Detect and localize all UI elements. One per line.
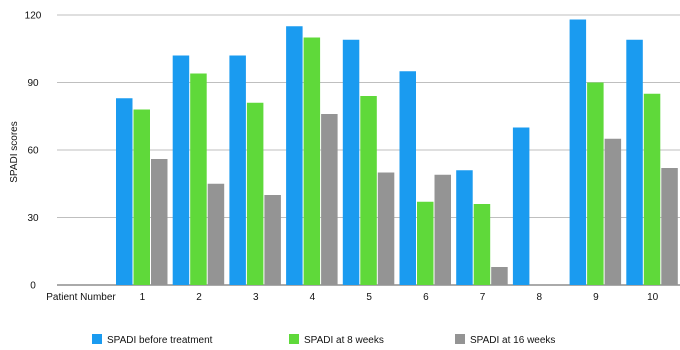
bar bbox=[626, 39, 643, 285]
x-tick-label: 5 bbox=[366, 292, 372, 303]
bar bbox=[133, 109, 150, 285]
y-axis: 0 30 60 90 120 bbox=[25, 11, 42, 292]
bar bbox=[303, 37, 321, 285]
x-tick-label: 7 bbox=[480, 292, 486, 303]
bar bbox=[360, 96, 377, 285]
bar bbox=[116, 98, 133, 285]
legend-swatch bbox=[92, 334, 102, 344]
y-tick-label: 30 bbox=[27, 213, 39, 224]
x-tick-label: 2 bbox=[196, 292, 202, 303]
bars bbox=[116, 19, 678, 285]
y-tick-label: 120 bbox=[25, 11, 42, 22]
bar bbox=[377, 172, 395, 285]
legend-swatch bbox=[455, 334, 465, 344]
legend-label: SPADI at 16 weeks bbox=[470, 335, 555, 346]
bar bbox=[491, 267, 508, 285]
x-tick-label: 8 bbox=[536, 292, 542, 303]
bar bbox=[473, 204, 491, 285]
legend: SPADI before treatment SPADI at 8 weeks SP… bbox=[92, 334, 555, 346]
bar bbox=[286, 26, 303, 285]
bar bbox=[643, 93, 661, 285]
bar bbox=[151, 159, 168, 285]
legend-label: SPADI at 8 weeks bbox=[304, 335, 384, 346]
bar bbox=[512, 127, 530, 285]
bar bbox=[417, 201, 434, 285]
bar bbox=[399, 71, 416, 285]
legend-swatch bbox=[289, 334, 299, 344]
bar bbox=[456, 170, 473, 285]
y-tick-label: 0 bbox=[30, 281, 36, 292]
y-tick-label: 60 bbox=[27, 146, 39, 157]
x-tick-label: 10 bbox=[647, 292, 659, 303]
bar bbox=[569, 19, 587, 285]
bar bbox=[434, 174, 451, 285]
legend-label: SPADI before treatment bbox=[107, 335, 213, 346]
bar bbox=[172, 55, 190, 285]
x-tick-label: 1 bbox=[140, 292, 146, 303]
y-tick-label: 90 bbox=[27, 78, 39, 89]
x-tick-label: 9 bbox=[593, 292, 599, 303]
bar bbox=[229, 55, 246, 285]
x-tick-label: 3 bbox=[253, 292, 259, 303]
bar bbox=[661, 168, 678, 285]
bar bbox=[207, 183, 225, 285]
y-axis-label: SPADI scores bbox=[9, 121, 20, 183]
bar bbox=[321, 114, 338, 285]
bar bbox=[342, 39, 360, 285]
x-axis-title-label: Patient Number bbox=[46, 292, 116, 303]
bar bbox=[587, 82, 604, 285]
x-tick-label: 4 bbox=[310, 292, 316, 303]
x-axis: Patient Number 1 2 3 4 5 6 7 8 9 10 bbox=[46, 292, 658, 303]
bar bbox=[264, 195, 281, 285]
x-tick-label: 6 bbox=[423, 292, 429, 303]
bar bbox=[604, 138, 622, 285]
bar bbox=[190, 73, 207, 285]
bar bbox=[246, 102, 264, 285]
